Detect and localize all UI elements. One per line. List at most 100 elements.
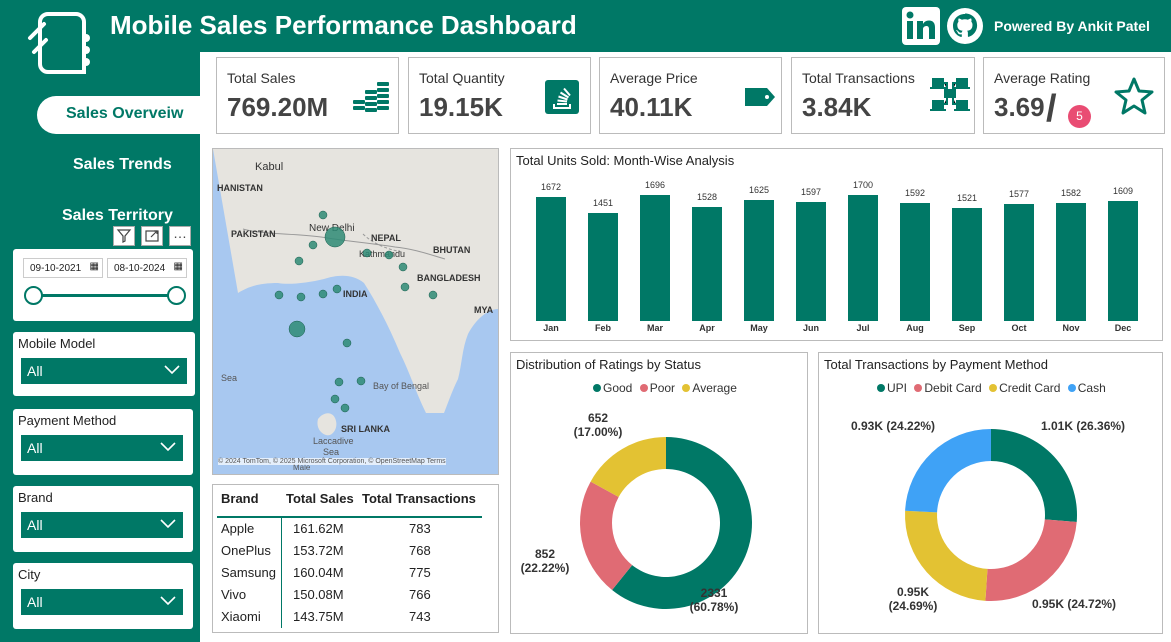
slicer-mobile-model: Mobile Model All xyxy=(13,332,195,396)
end-date-input[interactable]: 08-10-2024 ▦ xyxy=(107,258,187,278)
calendar-icon[interactable]: ▦ xyxy=(173,261,183,272)
powered-by-label: Powered By Ankit Patel xyxy=(994,18,1150,34)
payment-donut-chart: Total Transactions by Payment Method UPI… xyxy=(818,352,1163,634)
map-label: Kathmandu xyxy=(359,249,406,259)
map-label: BANGLADESH xyxy=(417,273,481,283)
bar-value-label: 1577 xyxy=(1008,188,1030,199)
bar-mark[interactable] xyxy=(692,207,722,321)
nav-sales-trends[interactable]: Sales Trends xyxy=(73,156,172,173)
bar-mark[interactable] xyxy=(1108,201,1138,321)
bar-mark[interactable] xyxy=(952,208,982,321)
star-icon xyxy=(1114,77,1154,115)
data-label-percent: (60.78%) xyxy=(689,600,739,614)
bar-mark[interactable] xyxy=(1056,203,1086,321)
payment-method-dropdown[interactable]: All xyxy=(21,435,183,461)
donut-slice[interactable] xyxy=(985,519,1077,601)
legend-dot xyxy=(682,384,691,392)
nav-sales-overview[interactable]: Sales Overveiw xyxy=(37,96,200,134)
kpi-label: Total Transactions xyxy=(802,70,915,86)
legend-dot xyxy=(989,384,998,392)
bar-value-label: 1592 xyxy=(904,187,926,198)
city-dropdown[interactable]: All xyxy=(21,589,183,615)
bar-mark[interactable] xyxy=(536,196,566,321)
x-tick-label: Nov xyxy=(1062,323,1080,333)
india-map[interactable] xyxy=(213,149,498,474)
donut-slice[interactable] xyxy=(590,437,666,497)
more-options-icon[interactable]: … xyxy=(169,226,191,246)
city-bubble xyxy=(296,292,306,302)
table-cell-brand: Vivo xyxy=(221,587,247,602)
donut-slice[interactable] xyxy=(612,437,752,609)
table-cell-sales: 143.75M xyxy=(293,609,344,624)
bar-mark[interactable] xyxy=(588,213,618,321)
data-label: 0.93K (24.22%) xyxy=(851,419,935,433)
kpi-value: 19.15K xyxy=(419,92,503,122)
bar-mark[interactable] xyxy=(900,202,930,321)
table-cell-sales: 161.62M xyxy=(293,521,344,536)
brand-table: Brand Total Sales Total Transactions App… xyxy=(212,484,499,633)
bar-mark[interactable] xyxy=(1004,203,1034,321)
start-date-input[interactable]: 09-10-2021 ▦ xyxy=(23,258,103,278)
page-title: Mobile Sales Performance Dashboard xyxy=(110,10,577,40)
city-bubble xyxy=(342,338,352,348)
legend-label: Cash xyxy=(1077,381,1106,395)
data-label-percent: (24.69%) xyxy=(888,599,938,613)
chevron-down-icon xyxy=(160,519,176,529)
dropdown-value: All xyxy=(27,440,43,456)
linkedin-icon[interactable] xyxy=(902,7,940,45)
date-range-end-handle[interactable] xyxy=(167,286,186,305)
calendar-icon[interactable]: ▦ xyxy=(89,261,99,272)
map-label: Laccadive xyxy=(313,436,354,446)
kpi-total-sales: Total Sales 769.20M xyxy=(216,57,399,134)
bar-value-label: 1582 xyxy=(1060,188,1082,199)
table-cell-transactions: 775 xyxy=(409,565,431,580)
tag-icon xyxy=(745,88,775,106)
table-cell-brand: Apple xyxy=(221,521,255,536)
start-date-value: 09-10-2021 xyxy=(30,263,82,274)
focus-mode-icon[interactable] xyxy=(141,226,163,246)
kpi-label: Average Rating xyxy=(994,70,1091,86)
slicer-label: Mobile Model xyxy=(18,336,96,351)
github-icon[interactable] xyxy=(946,7,984,45)
data-label-percent: (17.00%) xyxy=(573,425,623,439)
donut-slice[interactable] xyxy=(905,510,988,601)
bar-mark[interactable] xyxy=(796,202,826,321)
table-header: Total Sales xyxy=(286,491,354,506)
filter-icon[interactable] xyxy=(113,226,135,246)
city-bubble xyxy=(428,290,438,300)
kpi-value: 769.20M xyxy=(227,92,329,122)
city-bubble xyxy=(318,289,328,299)
bar-mark[interactable] xyxy=(640,195,670,321)
bar-mark[interactable] xyxy=(744,200,774,321)
table-cell-transactions: 766 xyxy=(409,587,431,602)
slicer-brand: Brand All xyxy=(13,486,193,552)
monthly-units-chart: Total Units Sold: Month-Wise Analysis 16… xyxy=(510,148,1163,341)
bar-mark[interactable] xyxy=(848,194,878,321)
slicer-label: Payment Method xyxy=(18,413,117,428)
legend-label: UPI xyxy=(887,381,908,395)
chart-title: Total Units Sold: Month-Wise Analysis xyxy=(516,153,735,168)
date-range-start-handle[interactable] xyxy=(24,286,43,305)
data-label-percent: (22.22%) xyxy=(520,561,570,575)
legend-dot xyxy=(914,384,923,392)
x-tick-label: May xyxy=(750,323,768,333)
network-icon xyxy=(930,78,970,111)
donut-slice[interactable] xyxy=(991,429,1077,523)
city-bubble xyxy=(324,226,346,248)
legend-dot xyxy=(877,384,885,392)
donut-slice[interactable] xyxy=(905,429,991,513)
slicer-label: City xyxy=(18,567,41,582)
donut-slice[interactable] xyxy=(580,481,633,591)
data-label: 852 (22.22%) xyxy=(515,547,575,575)
x-tick-label: Apr xyxy=(699,323,715,333)
mobile-model-dropdown[interactable]: All xyxy=(21,358,187,384)
x-tick-label: Sep xyxy=(958,323,976,333)
data-label: 0.95K (24.72%) xyxy=(1032,597,1116,611)
date-range-track[interactable] xyxy=(34,294,177,297)
city-bubble xyxy=(294,256,304,266)
brand-dropdown[interactable]: All xyxy=(21,512,183,538)
legend-label: Average xyxy=(692,381,737,395)
city-bubble xyxy=(308,240,318,250)
nav-sales-territory[interactable]: Sales Territory xyxy=(62,207,173,224)
table-cell-sales: 153.72M xyxy=(293,543,344,558)
